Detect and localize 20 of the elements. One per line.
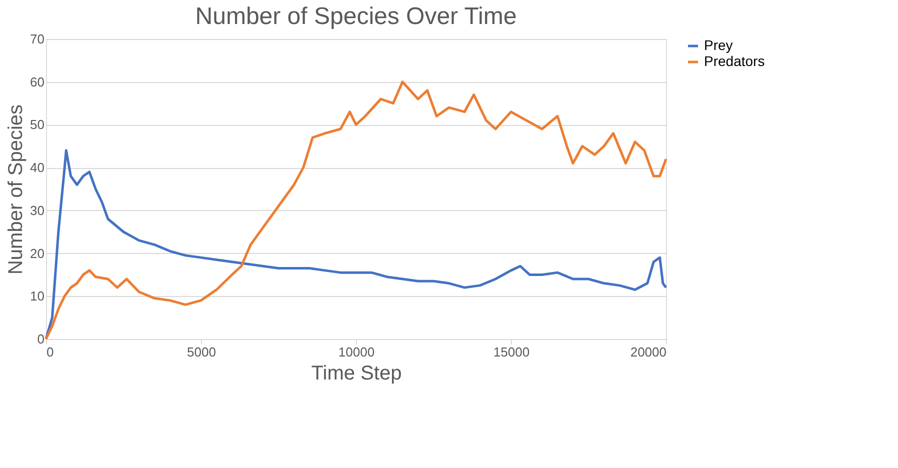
legend-label: Predators <box>704 53 765 69</box>
y-tick-label: 50 <box>30 117 44 132</box>
y-tick-label: 60 <box>30 74 44 90</box>
legend-label: Prey <box>704 37 733 53</box>
y-tick-label: 40 <box>30 160 44 176</box>
x-tick-label: 0 <box>46 344 54 360</box>
chart-title: Number of Species Over Time <box>195 3 517 30</box>
x-tick-label: 15000 <box>493 344 530 360</box>
y-tick-label: 30 <box>30 202 44 218</box>
y-tick-label: 0 <box>37 332 44 346</box>
x-tick-label: 5000 <box>187 344 216 360</box>
line-series <box>44 149 668 340</box>
y-tick-label: 20 <box>30 246 44 261</box>
line-series <box>44 80 668 340</box>
y-axis-title: Number of Species <box>5 104 28 275</box>
x-tick-label: 20000 <box>630 344 666 360</box>
y-tick-label: 70 <box>30 32 44 46</box>
x-axis-title: Time Step <box>311 362 402 384</box>
x-tick-label: 10000 <box>338 344 375 360</box>
y-tick-label: 10 <box>30 288 44 304</box>
